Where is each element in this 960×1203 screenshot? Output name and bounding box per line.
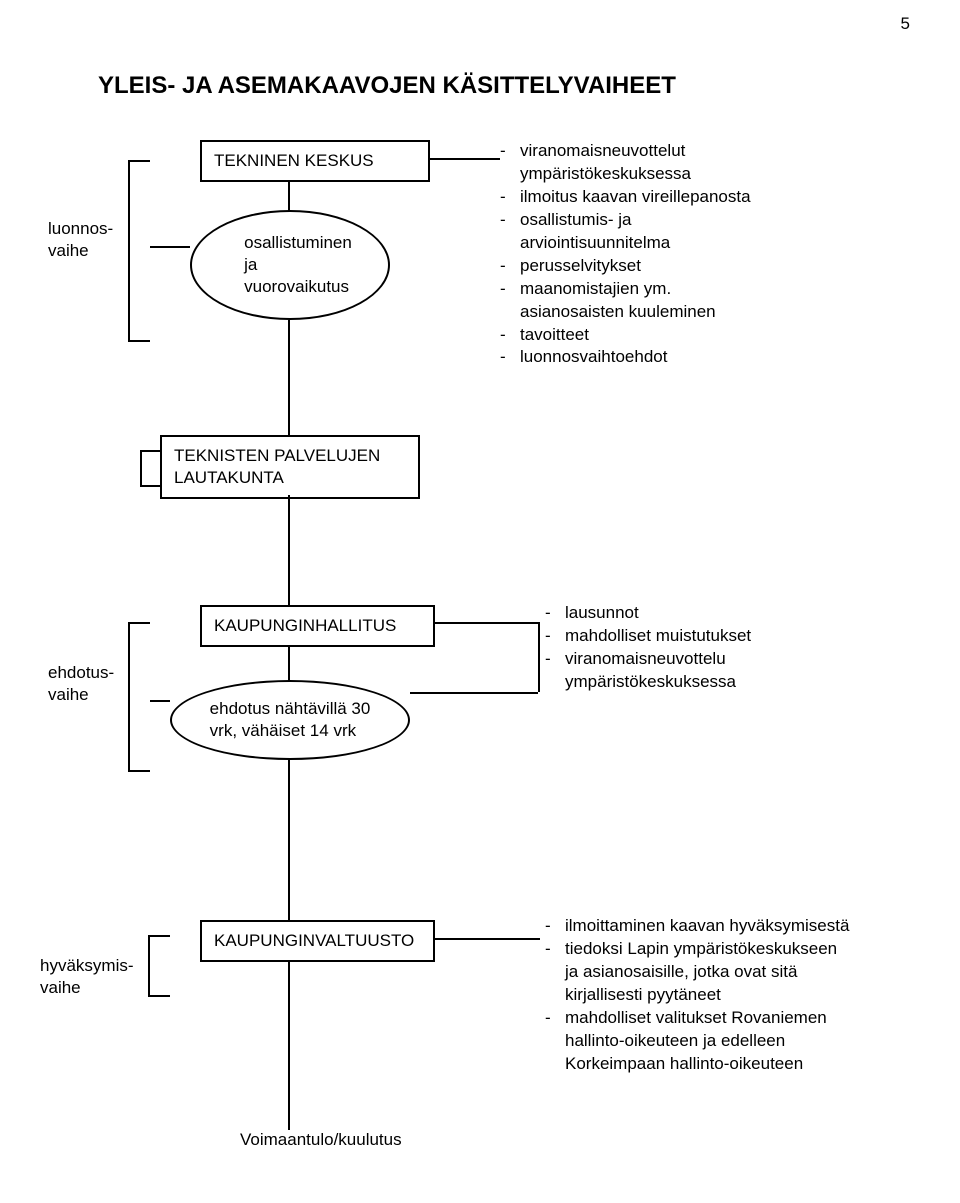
conn-box3-footer	[288, 960, 290, 1130]
bullet-item: perusselvitykset	[500, 255, 751, 278]
p1-bracket-top	[128, 160, 150, 162]
phase1-bullet-list: viranomaisneuvottelutympäristökeskuksess…	[500, 140, 751, 369]
phase1-label-l1: luonnos-	[48, 219, 113, 238]
bullet-item: arviointisuunnitelma	[500, 232, 751, 255]
phase1-label: luonnos- vaihe	[48, 218, 113, 262]
bullet-item: Korkeimpaan hallinto-oikeuteen	[545, 1053, 849, 1076]
conn-p2-bullets-v	[538, 622, 540, 692]
page-number: 5	[901, 14, 910, 34]
mid-bracket-top	[140, 450, 160, 452]
p2-bracket-top	[128, 622, 150, 624]
p1-bracket-bot	[128, 340, 150, 342]
bullet-item: osallistumis- ja	[500, 209, 751, 232]
phase2-label: ehdotus- vaihe	[48, 662, 114, 706]
bullet-item: viranomaisneuvottelu	[545, 648, 751, 671]
box2-text: KAUPUNGINHALLITUS	[214, 616, 396, 635]
phase1-bullets: viranomaisneuvottelutympäristökeskuksess…	[500, 140, 751, 369]
bullet-item: mahdolliset muistutukset	[545, 625, 751, 648]
mid-l1: TEKNISTEN PALVELUJEN	[174, 446, 380, 465]
bullet-item: ilmoittaminen kaavan hyväksymisestä	[545, 915, 849, 938]
p2-bracket-to-ell	[150, 700, 170, 702]
p3-bracket-v	[148, 935, 150, 995]
mid-bracket-v	[140, 450, 142, 485]
conn-p2-bullets-h	[435, 622, 540, 624]
bullet-item: maanomistajien ym.	[500, 278, 751, 301]
conn-box2-ell2	[288, 645, 290, 682]
conn-box3-bullets	[435, 938, 540, 940]
conn-box1-bullets	[430, 158, 500, 160]
phase2-label-l1: ehdotus-	[48, 663, 114, 682]
bullet-item: kirjallisesti pyytäneet	[545, 984, 849, 1007]
ell2-l1: ehdotus nähtävillä 30	[210, 699, 371, 718]
phase3-label-l1: hyväksymis-	[40, 956, 134, 975]
bullet-item: tavoitteet	[500, 324, 751, 347]
p2-bracket-v	[128, 622, 130, 770]
box-tekninen-keskus: TEKNINEN KESKUS	[200, 140, 430, 182]
bullet-item: luonnosvaihtoehdot	[500, 346, 751, 369]
ellipse-ehdotus: ehdotus nähtävillä 30 vrk, vähäiset 14 v…	[170, 680, 410, 760]
box3-text: KAUPUNGINVALTUUSTO	[214, 931, 414, 950]
box-kaupunginvaltuusto: KAUPUNGINVALTUUSTO	[200, 920, 435, 962]
phase2-bullets: lausunnotmahdolliset muistutuksetviranom…	[545, 602, 751, 694]
phase3-bullets: ilmoittaminen kaavan hyväksymisestätiedo…	[545, 915, 849, 1076]
bullet-item: ja asianosaisille, jotka ovat sitä	[545, 961, 849, 984]
phase2-bullet-list: lausunnotmahdolliset muistutuksetviranom…	[545, 602, 751, 694]
p3-bracket-top	[148, 935, 170, 937]
ell1-l1: osallistuminen	[244, 233, 352, 252]
bullet-item: hallinto-oikeuteen ja edelleen	[545, 1030, 849, 1053]
conn-ell2-box3	[288, 760, 290, 920]
box-kaupunginhallitus: KAUPUNGINHALLITUS	[200, 605, 435, 647]
bullet-item: lausunnot	[545, 602, 751, 625]
bullet-item: tiedoksi Lapin ympäristökeskukseen	[545, 938, 849, 961]
bullet-item: viranomaisneuvottelut	[500, 140, 751, 163]
phase3-bullet-list: ilmoittaminen kaavan hyväksymisestätiedo…	[545, 915, 849, 1076]
conn-mid-box2	[288, 495, 290, 605]
bullet-item: mahdolliset valitukset Rovaniemen	[545, 1007, 849, 1030]
phase1-label-l2: vaihe	[48, 241, 89, 260]
footer-label: Voimaantulo/kuulutus	[240, 1130, 402, 1150]
p1-bracket-v	[128, 160, 130, 340]
phase3-label: hyväksymis- vaihe	[40, 955, 134, 999]
conn-ell1-mid	[288, 320, 290, 435]
box-teknisten-palvelujen: TEKNISTEN PALVELUJEN LAUTAKUNTA	[160, 435, 420, 499]
ell2-l2: vrk, vähäiset 14 vrk	[210, 721, 356, 740]
p3-bracket-bot	[148, 995, 170, 997]
p2-bracket-bot	[128, 770, 150, 772]
mid-l2: LAUTAKUNTA	[174, 468, 284, 487]
phase3-label-l2: vaihe	[40, 978, 81, 997]
bullet-item: ympäristökeskuksessa	[500, 163, 751, 186]
p1-bracket-to-ellipse	[150, 246, 190, 248]
ell1-l3: vuorovaikutus	[244, 277, 349, 296]
ell1-l2: ja	[244, 255, 257, 274]
conn-box1-ell1	[288, 180, 290, 212]
phase2-label-l2: vaihe	[48, 685, 89, 704]
bullet-item: ympäristökeskuksessa	[545, 671, 751, 694]
bullet-item: ilmoitus kaavan vireillepanosta	[500, 186, 751, 209]
box1-text: TEKNINEN KESKUS	[214, 151, 374, 170]
page-title: YLEIS- JA ASEMAKAAVOJEN KÄSITTELYVAIHEET	[98, 72, 676, 100]
conn-p2-ell-bullets	[410, 692, 538, 694]
ellipse-osallistuminen: osallistuminen ja vuorovaikutus	[190, 210, 390, 320]
bullet-item: asianosaisten kuuleminen	[500, 301, 751, 324]
mid-bracket-bot	[140, 485, 160, 487]
